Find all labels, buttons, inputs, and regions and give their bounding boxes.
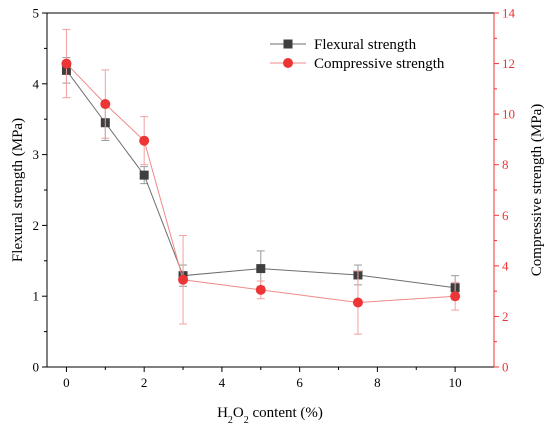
series-layer [61, 28, 461, 335]
right-tick-label: 12 [502, 56, 515, 71]
data-point [139, 135, 150, 146]
series-flexural [61, 57, 460, 301]
right-tick-label: 0 [502, 360, 509, 375]
right-tick-label: 10 [502, 107, 515, 122]
data-point [178, 274, 189, 285]
right-tick-label: 14 [502, 6, 516, 21]
x-tick-label: 6 [296, 375, 303, 390]
left-tick-label: 5 [33, 6, 40, 21]
left-tick-label: 4 [33, 76, 40, 91]
legend-marker [283, 39, 293, 49]
data-point [255, 284, 266, 295]
left-axis-title: Flexural strength (MPa) [10, 118, 26, 262]
right-tick-label: 4 [502, 258, 509, 273]
series-compressive [61, 28, 461, 335]
x-tick-label: 4 [219, 375, 226, 390]
legend-label: Compressive strength [314, 56, 445, 72]
data-point [139, 170, 149, 180]
data-point [100, 99, 111, 110]
x-tick-label: 0 [63, 375, 70, 390]
legend-item: Compressive strength [270, 56, 445, 72]
right-axis-title: Compressive strength (MPa) [529, 104, 545, 276]
right-y-axis: 0 2 4 6 8 10 12 14 [494, 6, 516, 375]
legend-marker [283, 58, 293, 68]
data-point [256, 264, 266, 274]
legend-item: Flexural strength [270, 37, 417, 53]
legend: Flexural strength Compressive strength [270, 37, 445, 72]
data-point [450, 291, 461, 302]
x-tick-label: 8 [374, 375, 381, 390]
data-point [352, 297, 363, 308]
x-axis-title: H2O2 content (%) [217, 405, 323, 426]
left-y-axis: 0 1 2 3 4 5 [33, 6, 47, 375]
left-tick-label: 0 [33, 360, 40, 375]
left-tick-label: 2 [33, 218, 40, 233]
right-tick-label: 8 [502, 157, 509, 172]
x-tick-label: 10 [449, 375, 462, 390]
x-tick-label: 2 [141, 375, 148, 390]
right-tick-label: 6 [502, 208, 509, 223]
x-axis: 0 2 4 6 8 10 [63, 367, 462, 390]
left-tick-label: 1 [33, 289, 40, 304]
left-tick-label: 3 [33, 147, 40, 162]
legend-label: Flexural strength [314, 37, 417, 53]
data-point [61, 58, 72, 69]
right-tick-label: 2 [502, 309, 509, 324]
